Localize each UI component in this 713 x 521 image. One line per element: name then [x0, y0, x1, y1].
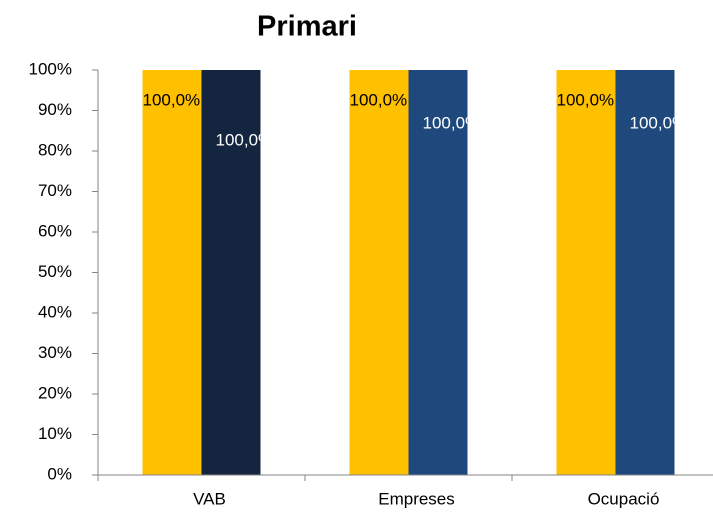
x-tick-label: VAB — [193, 489, 226, 508]
y-tick-label: 90% — [38, 100, 72, 119]
data-label: 100,0% — [557, 90, 615, 109]
data-label: 100,0% — [216, 130, 274, 149]
y-tick-label: 100% — [29, 59, 72, 78]
x-tick-label: Ocupació — [588, 489, 660, 508]
bar — [201, 70, 261, 475]
y-tick-label: 50% — [38, 262, 72, 281]
data-label: 100,0% — [630, 113, 688, 132]
y-tick-label: 60% — [38, 221, 72, 240]
bar — [349, 70, 409, 475]
y-tick-label: 80% — [38, 140, 72, 159]
y-tick-label: 20% — [38, 383, 72, 402]
y-tick-label: 70% — [38, 181, 72, 200]
y-tick-label: 0% — [47, 464, 72, 483]
data-label: 100,0% — [423, 113, 481, 132]
y-tick-label: 40% — [38, 302, 72, 321]
x-tick-label: Empreses — [378, 489, 455, 508]
data-label: 100,0% — [350, 90, 408, 109]
chart-title: Primari — [257, 11, 357, 43]
y-tick-label: 10% — [38, 424, 72, 443]
bar — [556, 70, 616, 475]
data-label: 100,0% — [143, 90, 201, 109]
bar — [615, 70, 675, 475]
bar — [142, 70, 202, 475]
bar — [408, 70, 468, 475]
y-tick-label: 30% — [38, 343, 72, 362]
